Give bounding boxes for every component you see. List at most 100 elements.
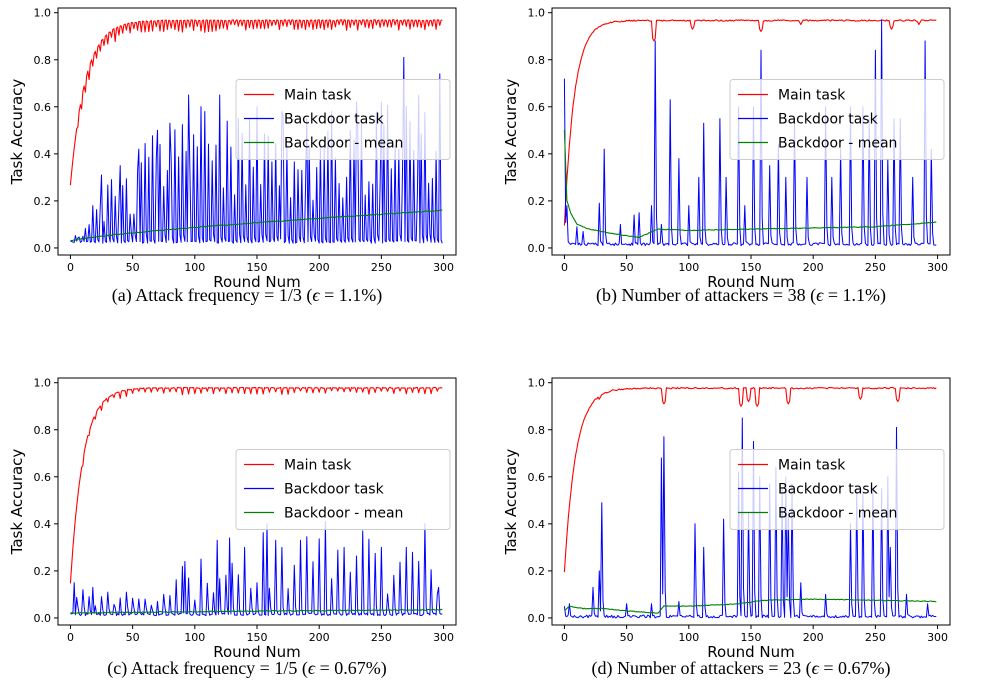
y-tick-label: 0.4 [528, 518, 546, 531]
x-tick-label: 150 [247, 631, 268, 644]
x-axis-label: Round Num [213, 643, 301, 661]
y-tick-label: 0.6 [34, 101, 52, 114]
y-tick-label: 0.0 [528, 242, 546, 255]
backdoor-task-line [70, 521, 443, 617]
caption-label: (b) [596, 285, 617, 305]
legend-label: Backdoor task [284, 482, 385, 498]
y-tick-label: 0.4 [34, 518, 52, 531]
x-tick-label: 250 [865, 261, 886, 274]
legend-label: Main task [284, 458, 352, 474]
x-tick-label: 100 [184, 631, 205, 644]
x-tick-label: 300 [433, 631, 454, 644]
caption-epsilon: ϵ [307, 658, 316, 678]
legend: Main task Backdoor task Backdoor - mean [235, 79, 451, 160]
caption-epsilon: ϵ [816, 285, 824, 305]
plot-area [563, 386, 937, 619]
y-tick-label: 0.0 [34, 612, 52, 625]
legend: Main task Backdoor task Backdoor - mean [729, 79, 945, 160]
legend-label: Backdoor - mean [284, 136, 403, 152]
panel-d: 0 50 100 150 200 250 300 0.0 0.2 0.4 0.6 0.8 1.0 Roun… [494, 370, 988, 700]
panel-c: 0 50 100 150 200 250 300 0.0 0.2 0.4 0.6 0.8 1.0 Roun… [0, 370, 494, 700]
legend-label: Backdoor - mean [284, 506, 403, 522]
legend-label: Backdoor - mean [778, 136, 897, 152]
main-task-line [69, 386, 443, 584]
x-tick-label: 150 [247, 261, 268, 274]
x-axis-label: Round Num [707, 273, 795, 291]
caption-epsilon: ϵ [811, 658, 819, 678]
caption-label: (a) [111, 285, 132, 305]
caption-a: (a) Attack frequency = 1/3 (ϵ = 1.1%) [0, 285, 494, 306]
x-tick-label: 150 [741, 631, 762, 644]
x-tick-label: 250 [371, 261, 392, 274]
caption-value: = 1.1%) [823, 285, 886, 305]
y-tick-label: 0.2 [34, 195, 52, 208]
x-tick-label: 100 [184, 261, 205, 274]
y-tick-label: 1.0 [528, 7, 546, 20]
legend: Main task Backdoor task Backdoor - mean [729, 449, 945, 530]
main-task-line [563, 19, 937, 226]
caption-label: (d) [591, 658, 613, 678]
backdoor-mean-line [70, 608, 443, 614]
y-tick-label: 0.2 [528, 565, 546, 578]
x-tick-label: 200 [309, 261, 330, 274]
y-tick-label: 0.8 [34, 54, 52, 67]
x-tick-label: 100 [678, 631, 699, 644]
x-tick-label: 0 [67, 631, 74, 644]
x-tick-label: 50 [620, 261, 634, 274]
legend: Main task Backdoor task Backdoor - mean [235, 449, 451, 530]
x-tick-label: 250 [371, 631, 392, 644]
caption-c: (c) Attack frequency = 1/5 (ϵ = 0.67%) [0, 658, 494, 679]
y-tick-label: 0.4 [34, 148, 52, 161]
x-tick-label: 100 [678, 261, 699, 274]
y-tick-label: 0.2 [528, 195, 546, 208]
caption-b: (b) Number of attackers = 38 (ϵ = 1.1%) [494, 285, 988, 306]
caption-text: Number of attackers = 23 ( [617, 658, 812, 678]
plot-area [69, 19, 443, 244]
y-tick-label: 1.0 [528, 377, 546, 390]
x-tick-label: 0 [561, 631, 568, 644]
chart-a: 0 50 100 150 200 250 300 0.0 0.2 0.4 0.6 0.8 1.0 Roun… [8, 7, 457, 291]
x-tick-label: 150 [741, 261, 762, 274]
caption-value: = 0.67%) [315, 658, 387, 678]
y-tick-label: 0.0 [34, 242, 52, 255]
caption-text: Attack frequency = 1/5 ( [130, 658, 308, 678]
y-axis-label: Task Accuracy [8, 449, 26, 556]
caption-value: = 1.1%) [319, 285, 383, 305]
chart-c: 0 50 100 150 200 250 300 0.0 0.2 0.4 0.6 0.8 1.0 Roun… [8, 377, 457, 661]
x-tick-label: 50 [126, 261, 140, 274]
caption-text: Attack frequency = 1/3 ( [135, 285, 313, 305]
x-tick-label: 0 [561, 261, 568, 274]
x-tick-label: 200 [803, 261, 824, 274]
x-tick-label: 200 [309, 631, 330, 644]
x-tick-label: 300 [433, 261, 454, 274]
x-tick-label: 50 [620, 631, 634, 644]
y-tick-label: 1.0 [34, 7, 52, 20]
legend-box [729, 449, 945, 530]
y-tick-label: 0.2 [34, 565, 52, 578]
y-tick-label: 0.6 [528, 101, 546, 114]
y-axis-label: Task Accuracy [502, 79, 520, 186]
y-tick-label: 0.4 [528, 148, 546, 161]
legend-label: Backdoor task [778, 112, 879, 128]
y-tick-label: 0.8 [34, 424, 52, 437]
plot-area [69, 386, 443, 617]
x-tick-label: 0 [67, 261, 74, 274]
y-tick-label: 0.6 [528, 471, 546, 484]
x-axis-label: Round Num [707, 643, 795, 661]
main-task-line [563, 386, 937, 573]
legend-box [729, 79, 945, 160]
backdoor-task-line [563, 19, 937, 247]
backdoor-mean-line [563, 129, 937, 239]
main-task-line [69, 19, 443, 186]
x-tick-label: 50 [126, 631, 140, 644]
plot-area [563, 19, 937, 247]
panel-a: 0 50 100 150 200 250 300 0.0 0.2 0.4 0.6 0.8 1.0 Roun… [0, 0, 494, 330]
panel-b: 0 50 100 150 200 250 300 0.0 0.2 0.4 0.6 0.8 1.0 Roun… [494, 0, 988, 330]
caption-label: (c) [107, 658, 128, 678]
caption-epsilon: ϵ [312, 285, 320, 305]
y-tick-label: 0.8 [528, 54, 546, 67]
caption-value: = 0.67%) [818, 658, 891, 678]
y-tick-label: 0.0 [528, 612, 546, 625]
backdoor-task-line [563, 417, 937, 619]
x-axis-label: Round Num [213, 273, 301, 291]
